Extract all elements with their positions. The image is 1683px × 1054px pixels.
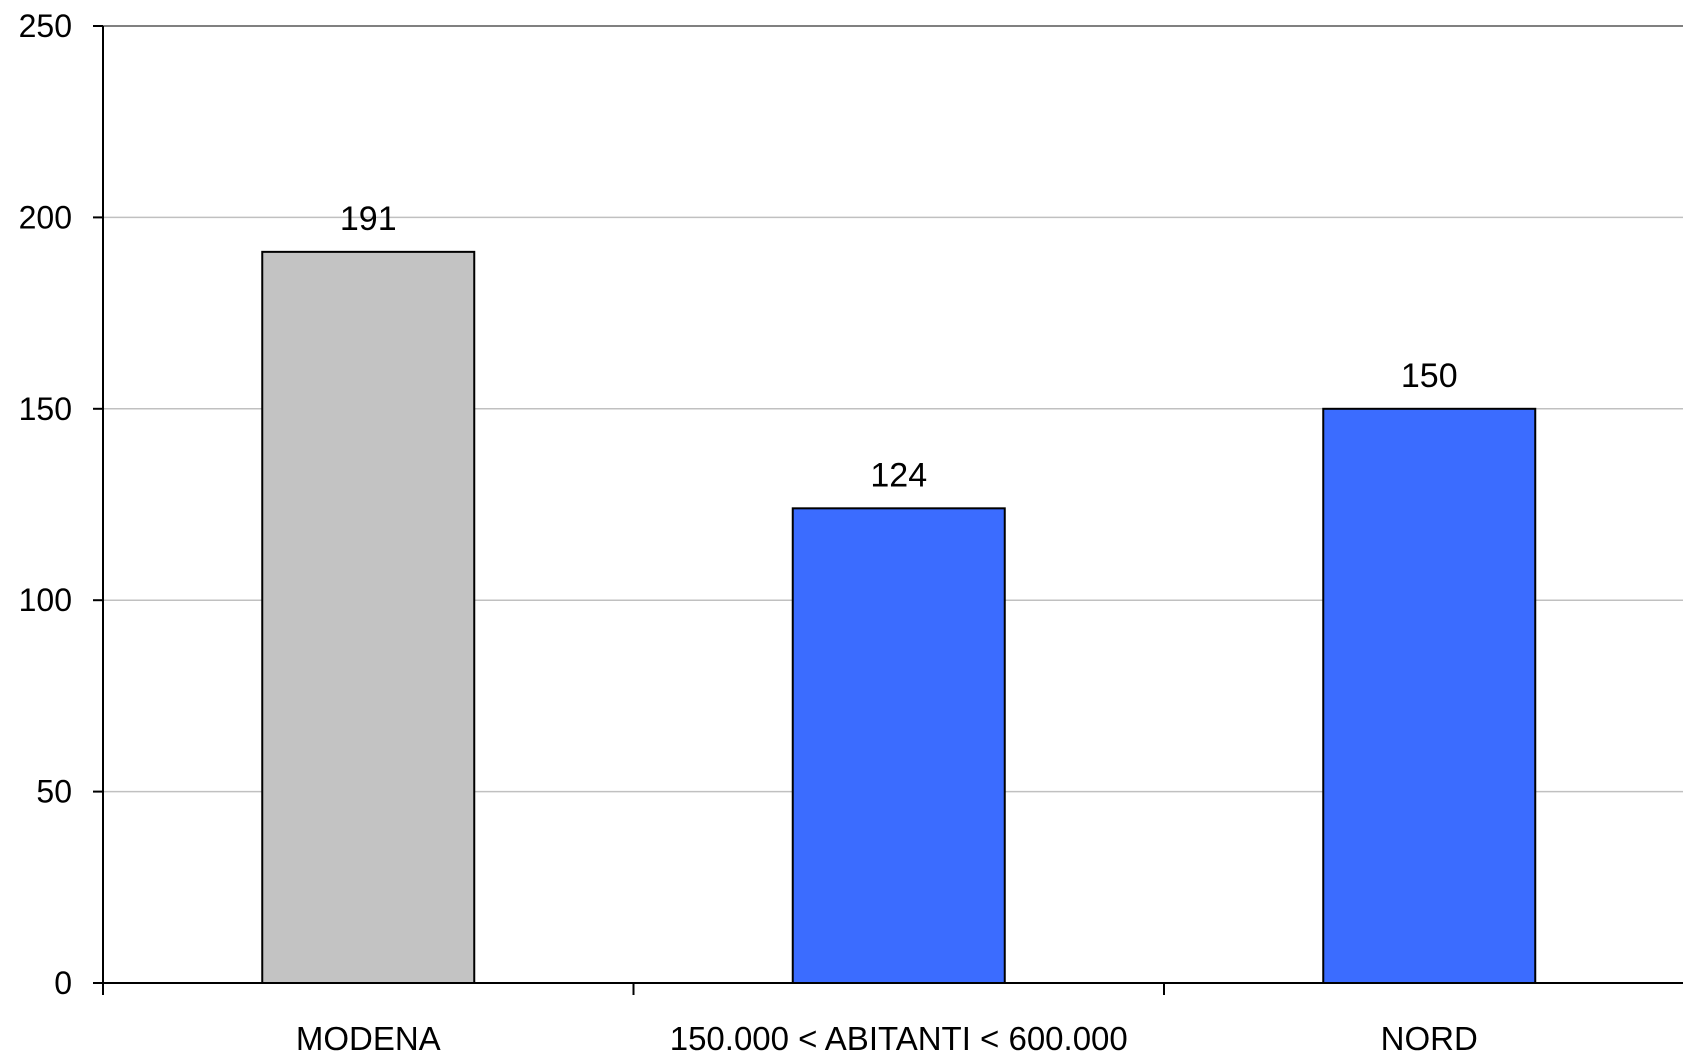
x-tick-label-2: 150.000 < ABITANTI < 600.000 <box>670 1020 1128 1054</box>
bar-1 <box>261 250 476 985</box>
data-label-3: 150 <box>1401 357 1458 395</box>
axes <box>93 25 1683 995</box>
bars <box>261 250 1537 985</box>
y-tick-label-100: 100 <box>19 582 72 618</box>
bar-2 <box>791 507 1006 984</box>
y-tick-label-50: 50 <box>36 774 72 810</box>
y-tick-label-200: 200 <box>19 199 72 235</box>
x-tick-label-1: MODENA <box>296 1020 441 1054</box>
data-label-2: 124 <box>870 456 927 494</box>
y-tick-label-0: 0 <box>54 965 72 1001</box>
bar-3 <box>1322 407 1537 984</box>
y-tick-label-150: 150 <box>19 391 72 427</box>
y-tick-label-250: 250 <box>19 8 72 44</box>
x-tick-label-3: NORD <box>1381 1020 1478 1054</box>
data-label-1: 191 <box>340 200 397 238</box>
labels: 191 MODENA 124 150.000 < ABITANTI < 600.000… <box>19 8 1478 1054</box>
